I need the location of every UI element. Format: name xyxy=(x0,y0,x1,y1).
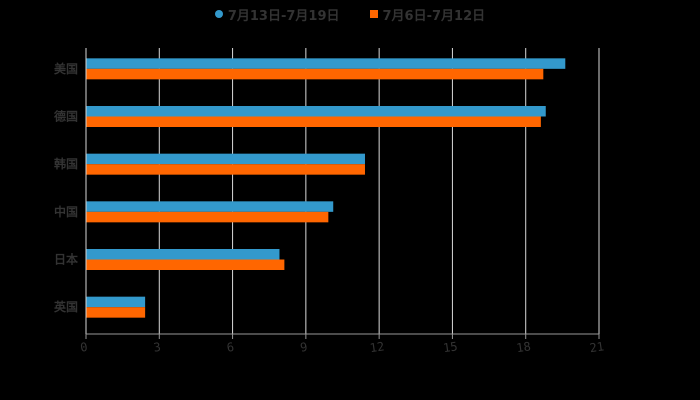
legend-item-series-2[interactable]: 7月6日-7月12日 xyxy=(369,5,486,24)
bar[interactable] xyxy=(86,68,544,80)
legend-label: 7月6日-7月12日 xyxy=(382,8,486,24)
legend-label: 7月13日-7月19日 xyxy=(227,8,340,24)
category-label: 韩国 xyxy=(54,156,78,171)
bar[interactable] xyxy=(86,249,280,260)
bar[interactable] xyxy=(86,296,146,308)
category-label: 中国 xyxy=(54,204,78,219)
bar[interactable] xyxy=(86,153,365,165)
category-label: 英国 xyxy=(54,299,78,314)
bar[interactable] xyxy=(86,307,146,318)
bar[interactable] xyxy=(86,116,541,128)
circle-marker-icon xyxy=(214,10,223,18)
bar[interactable] xyxy=(86,259,285,271)
category-label: 日本 xyxy=(54,252,78,267)
category-label: 美国 xyxy=(54,61,78,76)
x-tick-label: 12 xyxy=(369,339,385,355)
x-tick-label: 6 xyxy=(226,340,235,355)
x-tick-label: 3 xyxy=(153,340,162,355)
square-marker-icon xyxy=(369,10,378,18)
legend-item-series-1[interactable]: 7月13日-7月19日 xyxy=(214,5,340,24)
x-tick-label: 9 xyxy=(299,340,308,355)
x-tick-label: 21 xyxy=(589,339,605,355)
bar[interactable] xyxy=(86,58,566,69)
bar[interactable] xyxy=(86,211,329,223)
x-tick-label: 15 xyxy=(442,339,458,355)
bar[interactable] xyxy=(86,201,334,212)
bar[interactable] xyxy=(86,106,546,117)
chart-legend: 7月13日-7月19日 7月6日-7月12日 xyxy=(0,4,700,24)
bar[interactable] xyxy=(86,164,365,175)
x-tick-label: 0 xyxy=(79,340,88,355)
x-tick-label: 18 xyxy=(515,339,531,355)
category-label: 德国 xyxy=(54,109,78,124)
